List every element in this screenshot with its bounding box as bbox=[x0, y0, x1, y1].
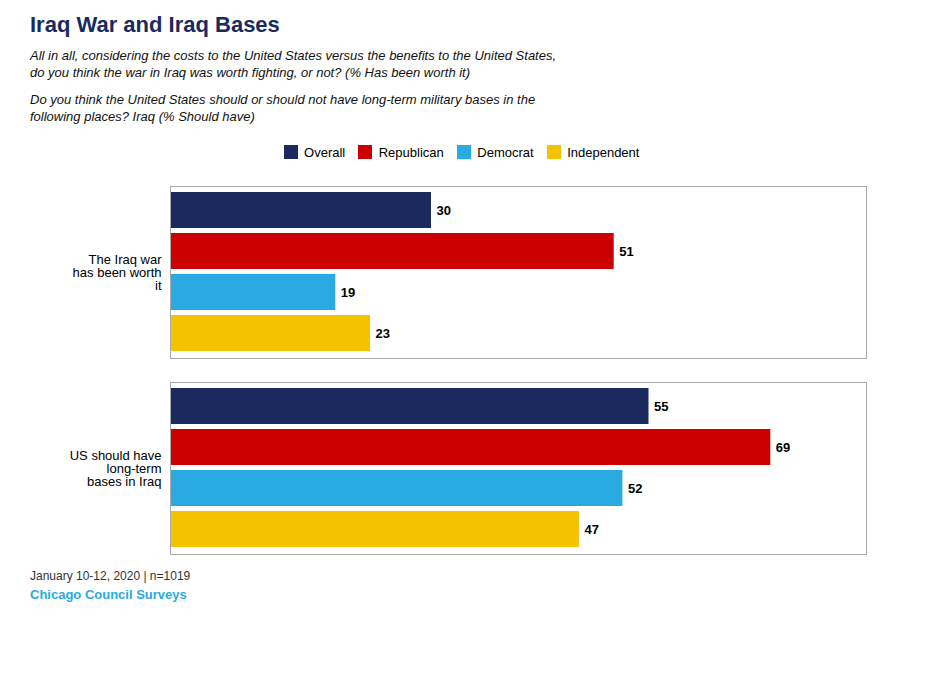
html-text:January 10-12, 2020 | n=1019: January 10-12, 2020 | n=1019 bbox=[30, 569, 191, 584]
html-text:Overall: Overall bbox=[304, 144, 346, 160]
svg-text:23: 23 bbox=[376, 326, 390, 341]
svg-text:51: 51 bbox=[619, 244, 633, 259]
svg-text:52: 52 bbox=[628, 481, 642, 496]
html-text:Republican: Republican bbox=[378, 144, 444, 160]
svg-text:47: 47 bbox=[584, 522, 598, 537]
svg-text:US should havelong-termbases i: US should havelong-termbases in Iraq bbox=[70, 448, 162, 489]
html-text:Independent: Independent bbox=[567, 144, 640, 160]
html-text:Do you think the United States: Do you think the United States should or… bbox=[30, 91, 536, 124]
html-text:Chicago Council Surveys: Chicago Council Surveys bbox=[30, 587, 187, 603]
html-text:Iraq War and Iraq Bases: Iraq War and Iraq Bases bbox=[30, 12, 280, 37]
html-text:Democrat: Democrat bbox=[477, 144, 534, 160]
svg-text:55: 55 bbox=[654, 399, 668, 414]
html-text:All in all, considering the co: All in all, considering the costs to the… bbox=[30, 48, 557, 80]
svg-text:30: 30 bbox=[437, 203, 451, 218]
svg-text:69: 69 bbox=[776, 440, 790, 455]
svg-text:19: 19 bbox=[341, 285, 355, 300]
svg-text:The Iraq warhas been worthit: The Iraq warhas been worthit bbox=[73, 252, 163, 293]
